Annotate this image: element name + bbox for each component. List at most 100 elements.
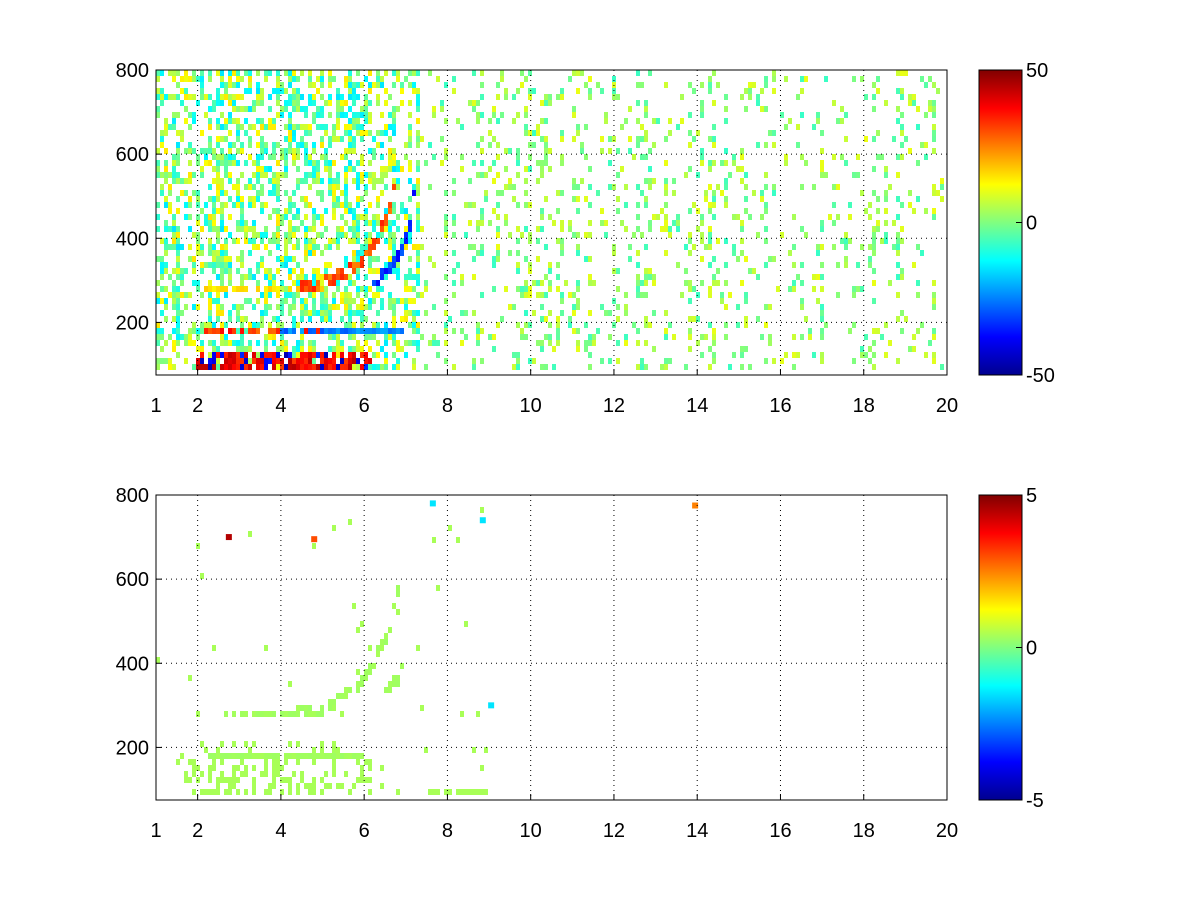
- heatmap-cell: [212, 753, 216, 759]
- heatmap-cell: [536, 256, 540, 262]
- heatmap-cell: [332, 759, 336, 765]
- heatmap-cell: [216, 142, 220, 148]
- heatmap-cell: [240, 334, 244, 340]
- heatmap-cell: [392, 208, 396, 214]
- heatmap-cell: [396, 274, 400, 280]
- heatmap-cell: [268, 783, 272, 789]
- heatmap-cell: [828, 214, 832, 220]
- heatmap-cell: [396, 178, 400, 184]
- heatmap-cell: [604, 232, 608, 238]
- heatmap-cell: [248, 298, 252, 304]
- heatmap-cell: [412, 298, 416, 304]
- heatmap-cell: [548, 322, 552, 328]
- heatmap-cell: [280, 280, 284, 286]
- heatmap-cell: [184, 202, 188, 208]
- heatmap-cell: [360, 130, 364, 136]
- heatmap-cell: [304, 364, 308, 370]
- heatmap-cell: [600, 88, 604, 94]
- heatmap-cell: [216, 88, 220, 94]
- heatmap-cell: [200, 250, 204, 256]
- heatmap-cell: [664, 328, 668, 334]
- heatmap-cell: [300, 124, 304, 130]
- heatmap-cell: [824, 76, 828, 82]
- heatmap-cell: [664, 250, 668, 256]
- heatmap-cell: [356, 178, 360, 184]
- heatmap-cell: [768, 256, 772, 262]
- heatmap-cell: [268, 358, 272, 364]
- heatmap-cell: [412, 340, 416, 346]
- heatmap-cell: [712, 280, 716, 286]
- heatmap-cell: [356, 292, 360, 298]
- heatmap-cell: [252, 274, 256, 280]
- heatmap-cell: [176, 82, 180, 88]
- heatmap-cell: [364, 250, 368, 256]
- heatmap-cell: [284, 777, 288, 783]
- heatmap-cell: [264, 76, 268, 82]
- heatmap-cell: [856, 286, 860, 292]
- heatmap-cell: [352, 88, 356, 94]
- heatmap-cell: [688, 298, 692, 304]
- heatmap-cell: [732, 214, 736, 220]
- heatmap-cell: [444, 190, 448, 196]
- heatmap-cell: [348, 202, 352, 208]
- heatmap-cell: [236, 130, 240, 136]
- heatmap-cell: [636, 184, 640, 190]
- heatmap-cell: [924, 208, 928, 214]
- heatmap-cell: [744, 88, 748, 94]
- heatmap-cell: [700, 232, 704, 238]
- heatmap-cell: [196, 711, 200, 717]
- heatmap-cell: [764, 184, 768, 190]
- heatmap-cell: [244, 220, 248, 226]
- heatmap-cell: [156, 657, 160, 663]
- heatmap-cell: [216, 304, 220, 310]
- heatmap-cell: [388, 220, 392, 226]
- heatmap-cell: [260, 190, 264, 196]
- colorbar-gradient-top: [978, 69, 1023, 376]
- heatmap-cell: [344, 753, 348, 759]
- x-tick-label: 1: [150, 395, 161, 417]
- heatmap-cell: [536, 178, 540, 184]
- heatmap-cell: [332, 202, 336, 208]
- heatmap-cell: [356, 777, 360, 783]
- heatmap-cell: [380, 220, 384, 226]
- heatmap-cell: [240, 711, 244, 717]
- heatmap-cell: [464, 334, 468, 340]
- heatmap-cell: [308, 358, 312, 364]
- heatmap-cell: [320, 364, 324, 370]
- heatmap-cell: [392, 124, 396, 130]
- heatmap-cell: [168, 292, 172, 298]
- heatmap-cell: [444, 328, 448, 334]
- heatmap-cell: [276, 268, 280, 274]
- heatmap-cell: [812, 352, 816, 358]
- heatmap-cell: [508, 184, 512, 190]
- heatmap-cell: [656, 214, 660, 220]
- heatmap-cell: [356, 627, 360, 633]
- heatmap-cell: [284, 154, 288, 160]
- heatmap-cell: [820, 244, 824, 250]
- heatmap-cell: [288, 681, 292, 687]
- heatmap-cell: [244, 184, 248, 190]
- heatmap-cell: [784, 154, 788, 160]
- heatmap-cell: [384, 334, 388, 340]
- heatmap-cell: [644, 112, 648, 118]
- heatmap-cell: [752, 268, 756, 274]
- heatmap-cell: [796, 142, 800, 148]
- heatmap-cell: [900, 238, 904, 244]
- heatmap-cell: [528, 286, 532, 292]
- heatmap-cell: [320, 220, 324, 226]
- heatmap-cell: [700, 238, 704, 244]
- heatmap-cell: [176, 262, 180, 268]
- heatmap-cell: [376, 214, 380, 220]
- heatmap-cell: [344, 154, 348, 160]
- heatmap-cell: [780, 112, 784, 118]
- heatmap-cell: [176, 759, 180, 765]
- heatmap-cell: [736, 322, 740, 328]
- heatmap-cell: [284, 148, 288, 154]
- heatmap-cell: [280, 328, 284, 334]
- heatmap-cell: [544, 94, 548, 100]
- heatmap-cell: [220, 352, 224, 358]
- heatmap-cell: [236, 160, 240, 166]
- heatmap-cell: [576, 70, 580, 76]
- heatmap-cell: [652, 178, 656, 184]
- heatmap-cell: [480, 82, 484, 88]
